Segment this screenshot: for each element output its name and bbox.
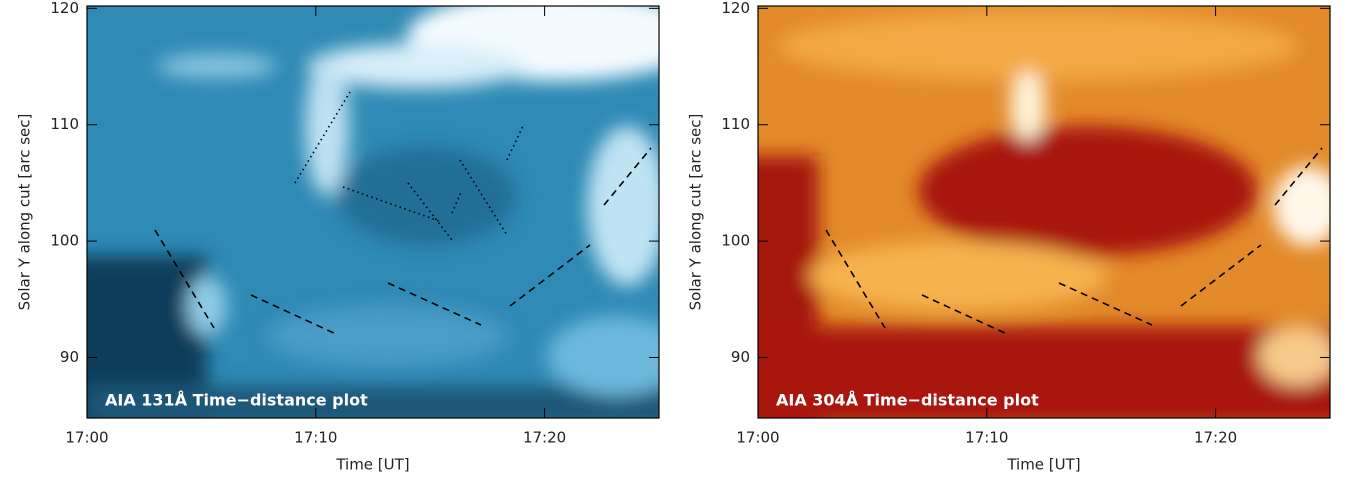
image-131 — [87, 6, 659, 418]
frame — [86, 5, 660, 419]
y-axis-label: Solar Y along cut [arc sec] — [16, 114, 34, 311]
x-tick-label: 17:10 — [294, 429, 337, 447]
y-tick-label: 100 — [721, 232, 750, 250]
y-tick-label: 90 — [60, 348, 79, 366]
x-axis-label: Time [UT] — [335, 456, 409, 474]
x-tick-label: 17:00 — [736, 429, 779, 447]
y-tick-label: 120 — [721, 0, 750, 17]
x-tick-label: 17:20 — [1194, 429, 1237, 447]
x-tick-label: 17:20 — [523, 429, 566, 447]
y-axis-label: Solar Y along cut [arc sec] — [687, 114, 705, 311]
annotation: AIA 131Å Time−distance plot — [105, 391, 368, 410]
image-304 — [758, 6, 1330, 418]
y-tick-label: 110 — [721, 115, 750, 133]
y-tick-label: 110 — [50, 115, 79, 133]
x-tick-label: 17:00 — [65, 429, 108, 447]
x-tick-label: 17:10 — [965, 429, 1008, 447]
y-tick-label: 90 — [731, 348, 750, 366]
annotation: AIA 304Å Time−distance plot — [776, 391, 1039, 410]
y-tick-label: 120 — [50, 0, 79, 17]
x-axis-label: Time [UT] — [1006, 456, 1080, 474]
frame — [757, 5, 1331, 419]
y-tick-label: 100 — [50, 232, 79, 250]
